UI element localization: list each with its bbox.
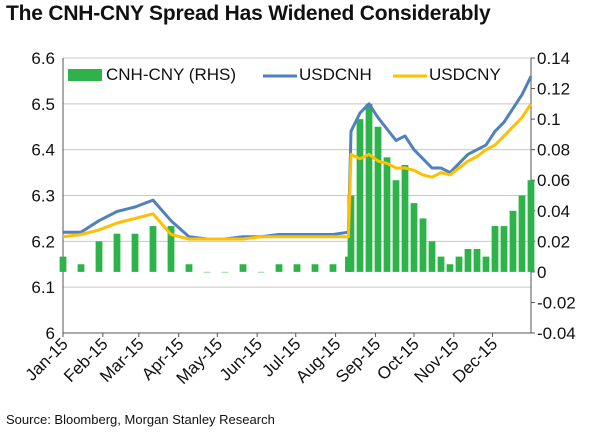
spread-bar bbox=[455, 256, 463, 272]
x-tick-label: Sep-15 bbox=[332, 334, 384, 386]
spread-bar bbox=[392, 180, 400, 272]
spread-bar bbox=[383, 157, 391, 272]
y-left-tick-label: 6.1 bbox=[31, 278, 55, 297]
usdcnh-line bbox=[63, 75, 533, 241]
spread-bar bbox=[167, 226, 175, 272]
spread-bar bbox=[203, 271, 211, 273]
source-note: Source: Bloomberg, Morgan Stanley Resear… bbox=[6, 412, 275, 427]
spread-bar bbox=[437, 256, 445, 272]
spread-bar bbox=[374, 126, 382, 272]
y-left-tick-label: 6.3 bbox=[31, 187, 55, 206]
spread-bar bbox=[329, 264, 337, 272]
spread-bar bbox=[356, 119, 364, 272]
spread-bar bbox=[293, 264, 301, 272]
spread-bar bbox=[482, 256, 490, 272]
spread-bar bbox=[221, 271, 229, 273]
chart-title: The CNH-CNY Spread Has Widened Considera… bbox=[6, 2, 491, 25]
legend-label-spread: CNH-CNY (RHS) bbox=[106, 65, 236, 84]
spread-bar bbox=[347, 195, 355, 272]
legend-swatch-spread bbox=[68, 69, 102, 81]
y-left-tick-label: 6.4 bbox=[31, 141, 55, 160]
spread-bar bbox=[527, 180, 535, 272]
spread-bar bbox=[464, 248, 472, 272]
y-left-tick-label: 6 bbox=[46, 324, 55, 343]
y-right-tick-label: 0 bbox=[537, 263, 546, 282]
spread-bar bbox=[401, 164, 409, 272]
y-left-tick-label: 6.6 bbox=[31, 49, 55, 68]
y-right-tick-label: 0.1 bbox=[537, 110, 561, 129]
spread-bar bbox=[149, 226, 157, 272]
spread-bar bbox=[419, 218, 427, 272]
spread-bar bbox=[185, 264, 193, 272]
spread-bar bbox=[95, 241, 103, 272]
y-right-tick-label: 0.14 bbox=[537, 49, 570, 68]
spread-bar bbox=[131, 233, 139, 272]
spread-bar bbox=[59, 256, 67, 272]
x-tick-label: Jun-15 bbox=[216, 334, 266, 384]
spread-bar bbox=[365, 103, 373, 272]
spread-bar bbox=[509, 210, 517, 272]
y-right-tick-label: -0.02 bbox=[537, 293, 576, 312]
y-right-tick-label: 0.06 bbox=[537, 171, 570, 190]
spread-bar bbox=[446, 264, 454, 272]
spread-bar bbox=[491, 226, 499, 272]
spread-bar bbox=[428, 241, 436, 272]
legend-label-usdcnh: USDCNH bbox=[299, 65, 372, 84]
y-right-tick-label: 0.12 bbox=[537, 80, 570, 99]
y-right-tick-label: 0.08 bbox=[537, 141, 570, 160]
spread-bar bbox=[77, 264, 85, 272]
spread-bar bbox=[410, 203, 418, 272]
spread-bar bbox=[311, 264, 319, 272]
y-left-tick-label: 6.2 bbox=[31, 232, 55, 251]
spread-bar bbox=[257, 271, 265, 273]
spread-bar bbox=[113, 233, 121, 272]
spread-bar bbox=[518, 195, 526, 272]
legend-label-usdcny: USDCNY bbox=[429, 65, 501, 84]
spread-bar bbox=[239, 264, 247, 272]
spread-bar bbox=[500, 226, 508, 272]
usdcny-line bbox=[62, 102, 533, 241]
y-left-tick-label: 6.5 bbox=[31, 95, 55, 114]
spread-bar bbox=[275, 264, 283, 272]
y-right-tick-label: -0.04 bbox=[537, 324, 576, 343]
y-right-tick-label: 0.02 bbox=[537, 232, 570, 251]
spread-bar bbox=[473, 248, 481, 272]
y-right-tick-label: 0.04 bbox=[537, 202, 570, 221]
